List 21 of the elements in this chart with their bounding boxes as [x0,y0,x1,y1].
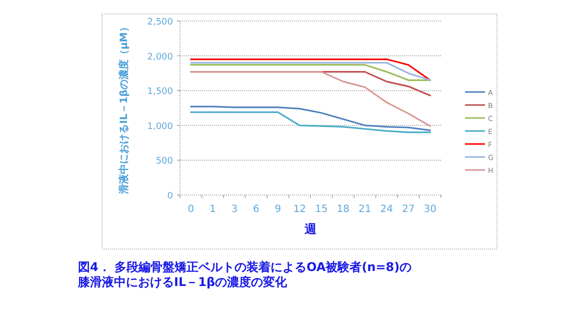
x-tick-label: 24 [380,204,393,215]
x-tick-label: 9 [274,204,282,215]
x-tick-label: 1 [209,204,216,215]
x-tick-label: 12 [293,204,306,215]
y-tick-label: 2,500 [147,18,174,28]
y-tick-label: 1,000 [147,122,174,132]
x-tick-label: 3 [231,204,238,215]
y-tick-label: 2,000 [147,52,174,62]
y-tick-label: 0 [167,192,174,202]
x-tick-label: 21 [358,204,372,215]
y-tick-label: 500 [156,156,174,167]
x-tick-label: 18 [336,204,350,215]
text: 図4． 多段編骨盤矯正ベルトの装着によるOA被験者(n=8)の膝滑液中におけるIL－1βの濃度の変化 [78,260,413,290]
y-tick-label: 1,500 [147,87,174,98]
y-axis-title: 滑液中におけるIL－1βの濃度（μM） [118,22,130,195]
x-tick-label: 6 [252,204,260,215]
x-axis-title: 週 [304,222,318,236]
x-tick-label: 27 [402,204,415,215]
x-tick-label: 15 [315,204,328,215]
x-tick-label: 0 [188,204,194,215]
x-tick-label: 30 [424,204,436,215]
